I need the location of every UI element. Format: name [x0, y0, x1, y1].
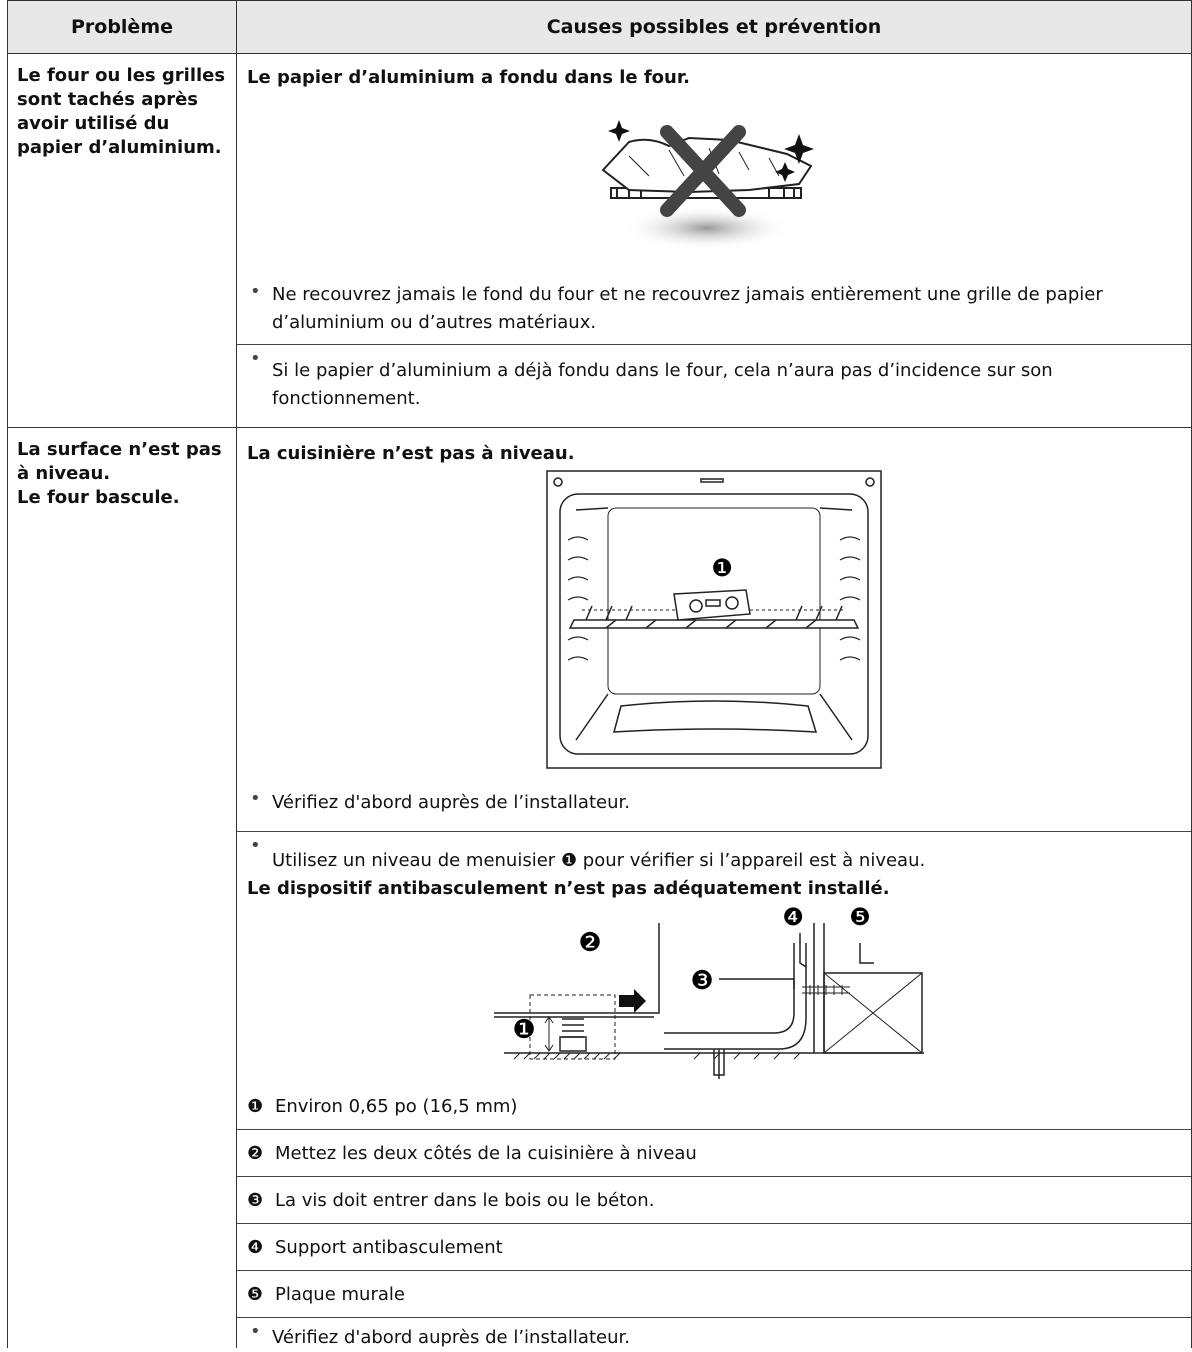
- troubleshooting-table: Problème Causes possibles et prévention …: [7, 0, 1192, 1348]
- item-marker: ❹: [247, 1236, 264, 1258]
- cause-heading: La cuisinière n’est pas à niveau.: [247, 443, 575, 464]
- numbered-item: ❺ Plaque murale: [237, 1271, 1191, 1318]
- header-cell: Problème: [8, 1, 237, 53]
- problem-cell: La surface n’est pas à niveau. Le four b…: [8, 428, 237, 1348]
- foil-illustration: [601, 120, 814, 250]
- item-marker: ❺: [247, 1283, 264, 1305]
- callout: ❶: [711, 554, 733, 582]
- problem-text: La surface n’est pas à niveau.: [17, 439, 222, 484]
- callout: ❸: [690, 966, 713, 996]
- row: La surface n’est pas à niveau. Le four b…: [8, 428, 1191, 1348]
- callout: ❶: [512, 1015, 535, 1045]
- figure: [237, 106, 1191, 278]
- row: Le four ou les grilles sont tachés après…: [8, 54, 1191, 428]
- causes-cell: Le papier d’aluminium a fondu dans le fo…: [237, 54, 1191, 427]
- item-marker: ❸: [247, 1189, 264, 1211]
- figure: ❶ ❷ ❸ ❹ ❺: [237, 903, 1191, 1083]
- callout: ❹: [782, 903, 804, 931]
- item-marker: ❶: [247, 1095, 264, 1117]
- numbered-list: ❶ Environ 0,65 po (16,5 mm) ❷ Mettez les de…: [237, 1083, 1191, 1318]
- oven-illustration: ❶: [546, 470, 882, 769]
- numbered-item: ❶ Environ 0,65 po (16,5 mm): [237, 1083, 1191, 1130]
- callout: ❺: [849, 903, 871, 931]
- bullet: Si le papier d’aluminium a déjà fondu da…: [237, 345, 1191, 413]
- causes-cell: La cuisinière n’est pas à niveau.: [237, 428, 1191, 1348]
- cause-heading: Le dispositif antibasculement n’est pas …: [247, 878, 890, 899]
- numbered-item: ❸ La vis doit entrer dans le bois ou le b…: [237, 1177, 1191, 1224]
- bullet: Utilisez un niveau de menuisier ❶ pour v…: [237, 832, 1191, 875]
- item-text: Environ 0,65 po (16,5 mm): [275, 1095, 518, 1117]
- numbered-item: ❹ Support antibasculement: [237, 1224, 1191, 1271]
- anti-tip-illustration: ❶ ❷ ❸ ❹ ❺: [494, 903, 924, 1079]
- figure: ❶: [237, 470, 1191, 785]
- item-marker: ❷: [247, 1142, 264, 1164]
- item-text: Support antibasculement: [275, 1236, 503, 1258]
- numbered-item: ❷ Mettez les deux côtés de la cuisinière …: [237, 1130, 1191, 1177]
- bullet: Vérifiez d'abord auprès de l’installateu…: [237, 785, 1191, 832]
- item-text: Mettez les deux côtés de la cuisinière à…: [275, 1142, 697, 1164]
- header-row: Problème Causes possibles et prévention: [8, 1, 1191, 54]
- problem-text: Le four ou les grilles sont tachés après…: [17, 65, 226, 158]
- item-text: La vis doit entrer dans le bois ou le bé…: [275, 1189, 655, 1211]
- bullet: Vérifiez d'abord auprès de l’installateu…: [237, 1318, 1191, 1352]
- problem-cell: Le four ou les grilles sont tachés après…: [8, 54, 237, 427]
- problem-text: Le four bascule.: [17, 487, 180, 508]
- callout: ❷: [578, 928, 601, 958]
- item-text: Plaque murale: [275, 1283, 405, 1305]
- cause-heading: Le papier d’aluminium a fondu dans le fo…: [247, 67, 691, 88]
- header-cell: Causes possibles et prévention: [546, 16, 882, 38]
- bullet: Ne recouvrez jamais le fond du four et n…: [237, 278, 1191, 345]
